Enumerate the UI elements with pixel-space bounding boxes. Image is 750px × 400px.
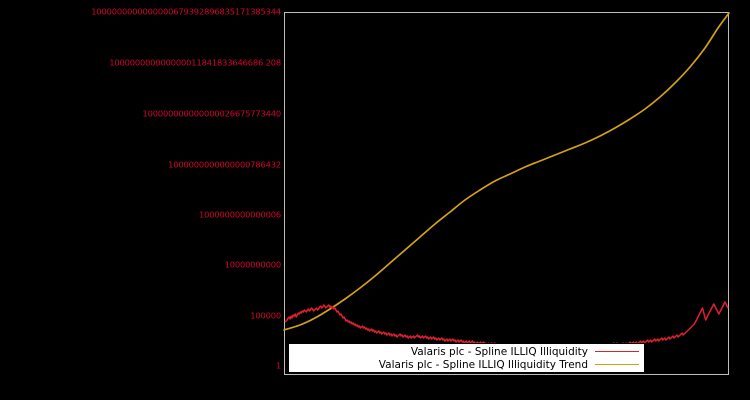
y-tick-label: 1000000000000000786432 [168, 159, 281, 170]
legend-entry-illiquidity[interactable]: Valaris plc - Spline ILLIQ Illiquidity [289, 345, 644, 358]
y-tick-label: 10000000000 [224, 259, 282, 270]
y-tick-label: 1000000000000006 [198, 209, 281, 220]
plot-area [284, 12, 729, 375]
legend[interactable]: Valaris plc - Spline ILLIQ Illiquidity V… [288, 343, 645, 373]
y-tick-label: 100000000000000026675773440 [142, 108, 282, 119]
y-tick-label: 100000 [250, 310, 281, 321]
y-tick-label: 1 [275, 360, 281, 371]
legend-label: Valaris plc - Spline ILLIQ Illiquidity T… [378, 358, 588, 371]
legend-entry-trend[interactable]: Valaris plc - Spline ILLIQ Illiquidity T… [289, 358, 644, 371]
y-tick-label: 100000000000000011841833646686 208 [109, 57, 281, 68]
legend-label: Valaris plc - Spline ILLIQ Illiquidity [410, 345, 588, 358]
legend-color-swatch [595, 351, 639, 352]
legend-color-swatch [595, 364, 639, 365]
y-tick-label: 1000000000000000679392896835171385344 [91, 6, 281, 17]
